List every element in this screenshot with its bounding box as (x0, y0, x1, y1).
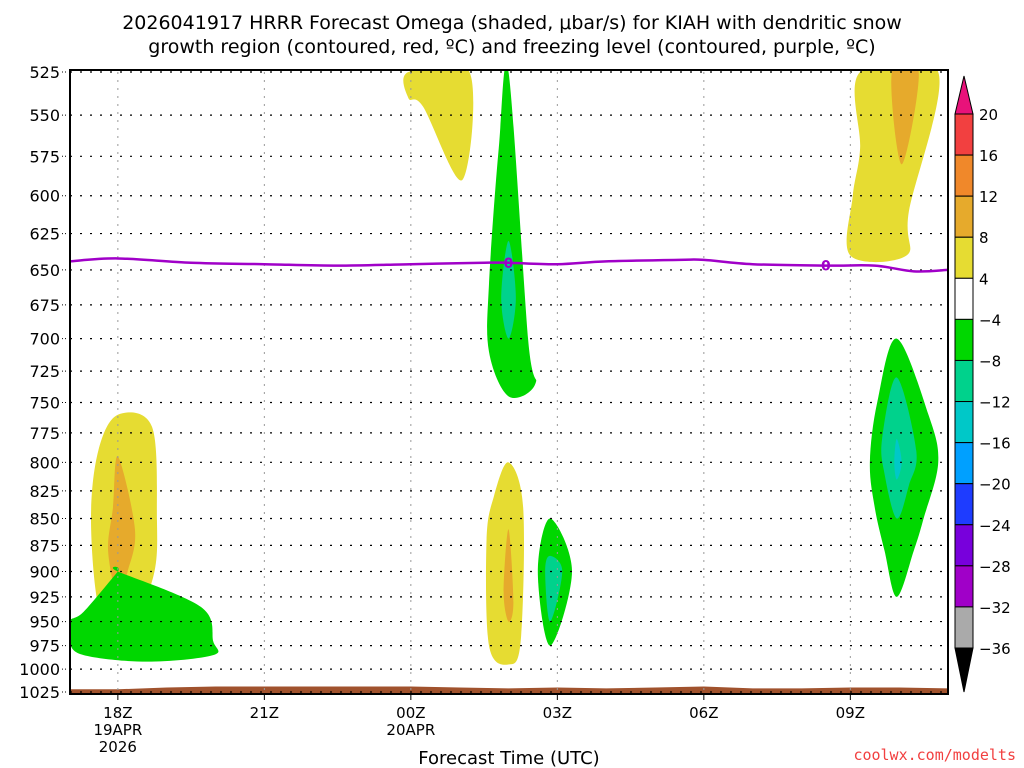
y-tick-label: 525 (29, 63, 60, 82)
colorbar-level-label: 20 (979, 106, 998, 124)
colorbar-level-label: −4 (979, 311, 1001, 329)
x-tick-label: 06Z (689, 704, 718, 722)
colorbar-level-label: −32 (979, 599, 1011, 617)
chart-title-line-2: growth region (contoured, red, ºC) and f… (148, 36, 875, 58)
surface-terrain-fill (70, 686, 948, 694)
colorbar-bin (954, 483, 974, 526)
colorbar-level-label: −8 (979, 352, 1001, 370)
y-tick-label: 825 (29, 482, 60, 501)
y-tick-label: 875 (29, 536, 60, 555)
colorbar-bin (954, 113, 974, 156)
colorbar-bin (954, 277, 974, 320)
x-tick-label: 19APR (93, 721, 142, 739)
y-tick-label: 850 (29, 510, 60, 529)
y-tick-label: 975 (29, 637, 60, 656)
plot-frame (69, 69, 949, 695)
x-tick-label: 18Z (103, 704, 132, 722)
y-tick-label: 775 (29, 424, 60, 443)
grid-lines (70, 71, 948, 693)
y-tick-label: 575 (29, 147, 60, 166)
colorbar-level-label: −24 (979, 517, 1011, 535)
freezing-level-label: 0 (821, 259, 831, 275)
omega-shaded-regions (70, 70, 940, 665)
colorbar-bin (954, 524, 974, 567)
surface-terrain (70, 686, 948, 694)
y-tick-label: 600 (29, 187, 60, 206)
y-tick-label: 550 (29, 106, 60, 125)
y-tick-label: 925 (29, 588, 60, 607)
y-tick-label: 1025 (19, 683, 60, 702)
colorbar-level-label: −12 (979, 394, 1011, 412)
omega-region-rising-10z-core (891, 70, 919, 165)
y-tick-label: 650 (29, 261, 60, 280)
colorbar-bin (954, 359, 974, 403)
colorbar-bin (954, 195, 974, 238)
omega-region-rising-02z-low-core (503, 529, 514, 622)
y-axis-ticks: 525 550 575 600 625 650 675 700 725 750 775 800 825 8… (19, 63, 68, 702)
colorbar-bin (954, 236, 974, 279)
omega-region-sinking-03z-core (545, 555, 563, 622)
x-tick-label: 2026 (99, 738, 137, 756)
omega-region-sinking-02z-core (501, 240, 516, 339)
colorbar-bin (954, 401, 974, 444)
x-tick-label: 20APR (386, 721, 435, 739)
omega-region-rising-01z-upper (403, 70, 474, 181)
omega-region-rising-10z-upper (846, 70, 940, 263)
x-tick-label: 00Z (396, 704, 425, 722)
omega-region-sinking-22z (70, 566, 219, 662)
colorbar-bin (954, 318, 974, 361)
colorbar-legend: 20 16 12 8 4 −4 −8 −12 −16 −20 −24 −28 −32 −36 (954, 75, 1011, 693)
y-tick-label: 725 (29, 362, 60, 381)
y-tick-label: 900 (29, 562, 60, 581)
y-tick-label: 1000 (19, 660, 60, 679)
freezing-level-label: 0 (504, 256, 514, 272)
y-tick-label: 750 (29, 394, 60, 413)
x-tick-label: 21Z (250, 704, 279, 722)
colorbar-level-label: −16 (979, 435, 1011, 453)
colorbar-level-label: 4 (979, 270, 989, 288)
omega-region-sinking-02z-column (487, 70, 537, 398)
y-tick-label: 950 (29, 613, 60, 632)
y-tick-label: 625 (29, 225, 60, 244)
omega-region-rising-18z-core (107, 456, 136, 598)
x-tick-label: 03Z (543, 704, 572, 722)
omega-region-sinking-10z-inner (894, 438, 902, 480)
freezing-level-line (70, 257, 948, 273)
colorbar-bin (954, 154, 974, 197)
colorbar-top-arrow (954, 75, 974, 115)
x-axis-label: Forecast Time (UTC) (418, 748, 599, 768)
colorbar-bin (954, 606, 974, 649)
colorbar-level-label: −36 (979, 640, 1011, 658)
colorbar-level-label: −20 (979, 476, 1011, 494)
colorbar-level-label: 16 (979, 147, 998, 165)
credit-link[interactable]: coolwx.com/modelts (853, 746, 1016, 764)
colorbar-level-label: 8 (979, 229, 989, 247)
x-tick-label: 09Z (836, 704, 865, 722)
y-tick-label: 675 (29, 296, 60, 315)
colorbar-bottom-arrow (954, 647, 974, 693)
colorbar-level-label: −28 (979, 558, 1011, 576)
colorbar-bin (954, 565, 974, 608)
y-tick-label: 700 (29, 330, 60, 349)
colorbar-level-label: 12 (979, 188, 998, 206)
chart-title-line-1: 2026041917 HRRR Forecast Omega (shaded, … (122, 12, 902, 34)
colorbar-bin (954, 442, 974, 485)
y-tick-label: 800 (29, 453, 60, 472)
